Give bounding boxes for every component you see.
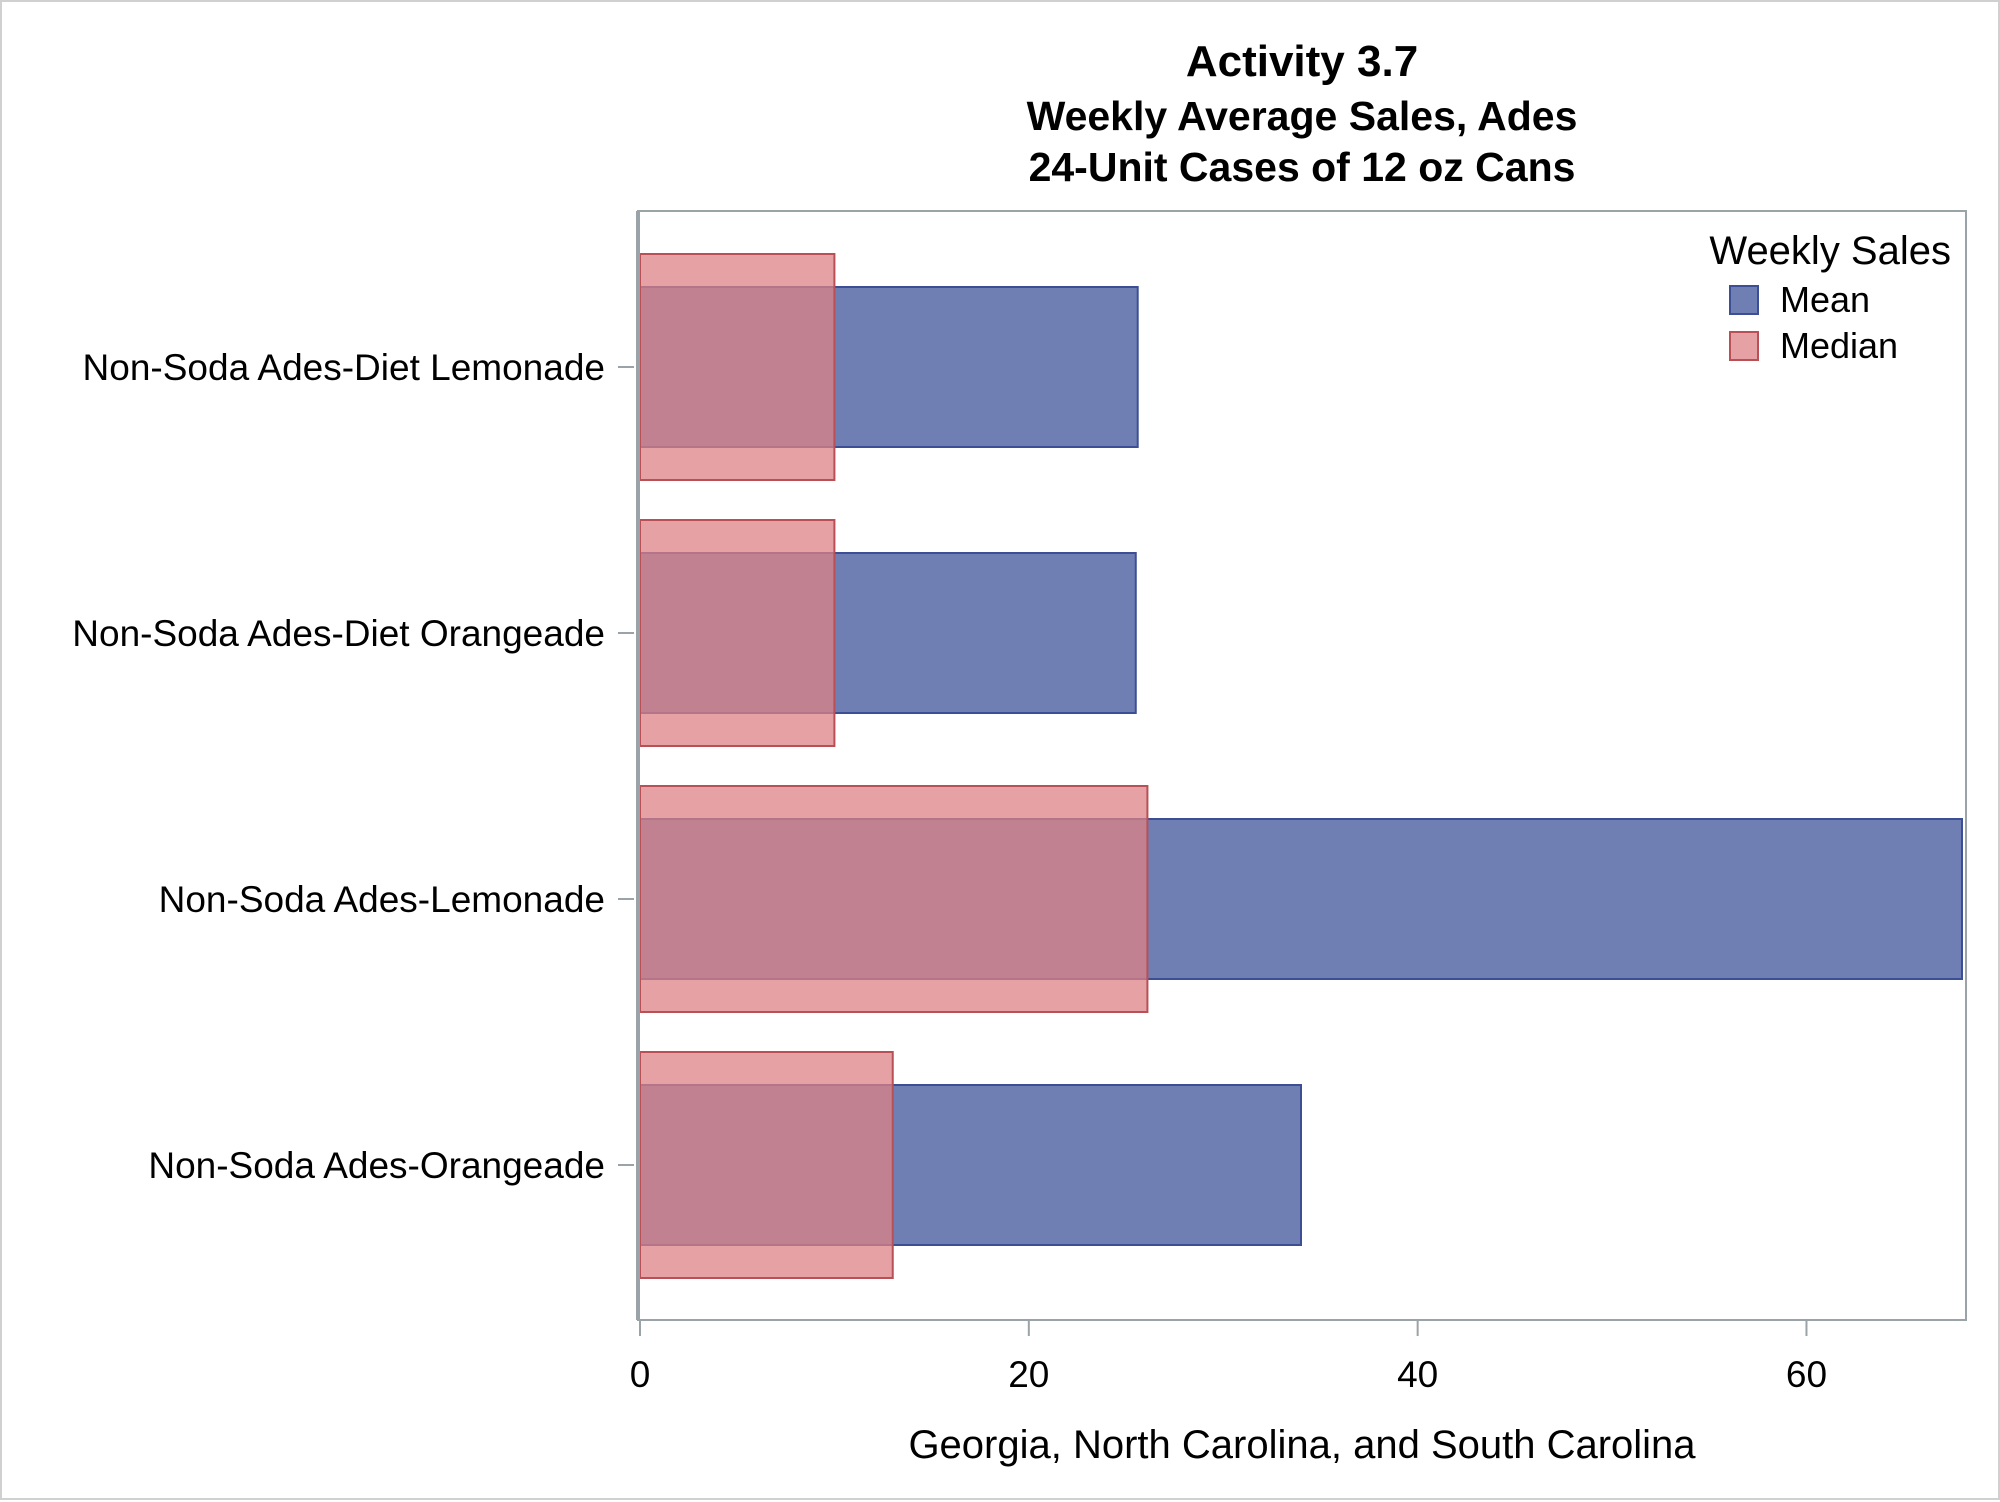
bar-median-0	[639, 253, 836, 481]
x-tick-label-2: 40	[1397, 1354, 1438, 1395]
x-axis-ticks: 0 20 40 60	[630, 1320, 1827, 1395]
chart-title: Activity 3.7	[1186, 37, 1418, 86]
legend: Weekly Sales Mean Median	[1709, 229, 1951, 366]
bar-median-3	[639, 1051, 894, 1279]
x-tick-label-0: 0	[630, 1354, 651, 1395]
category-label-2: Non-Soda Ades-Lemonade	[159, 879, 605, 920]
legend-label-median: Median	[1780, 325, 1898, 366]
legend-swatch-median	[1729, 331, 1759, 361]
category-label-1: Non-Soda Ades-Diet Orangeade	[72, 613, 605, 654]
x-tick-label-3: 60	[1786, 1354, 1827, 1395]
chart-subtitle-2: 24-Unit Cases of 12 oz Cans	[1029, 144, 1576, 190]
legend-label-mean: Mean	[1780, 279, 1870, 320]
y-axis-categories: Non-Soda Ades-Diet Lemonade Non-Soda Ades…	[72, 347, 634, 1186]
median-series	[639, 253, 1149, 1279]
bar-median-1	[639, 519, 836, 747]
bar-median-2	[639, 785, 1149, 1013]
chart-subtitle-1: Weekly Average Sales, Ades	[1027, 93, 1578, 139]
legend-title: Weekly Sales	[1709, 229, 1951, 273]
x-tick-label-1: 20	[1008, 1354, 1049, 1395]
category-label-3: Non-Soda Ades-Orangeade	[148, 1145, 605, 1186]
x-axis-label: Georgia, North Carolina, and South Carol…	[908, 1423, 1696, 1467]
category-label-0: Non-Soda Ades-Diet Lemonade	[83, 347, 605, 388]
legend-swatch-mean	[1729, 285, 1759, 315]
